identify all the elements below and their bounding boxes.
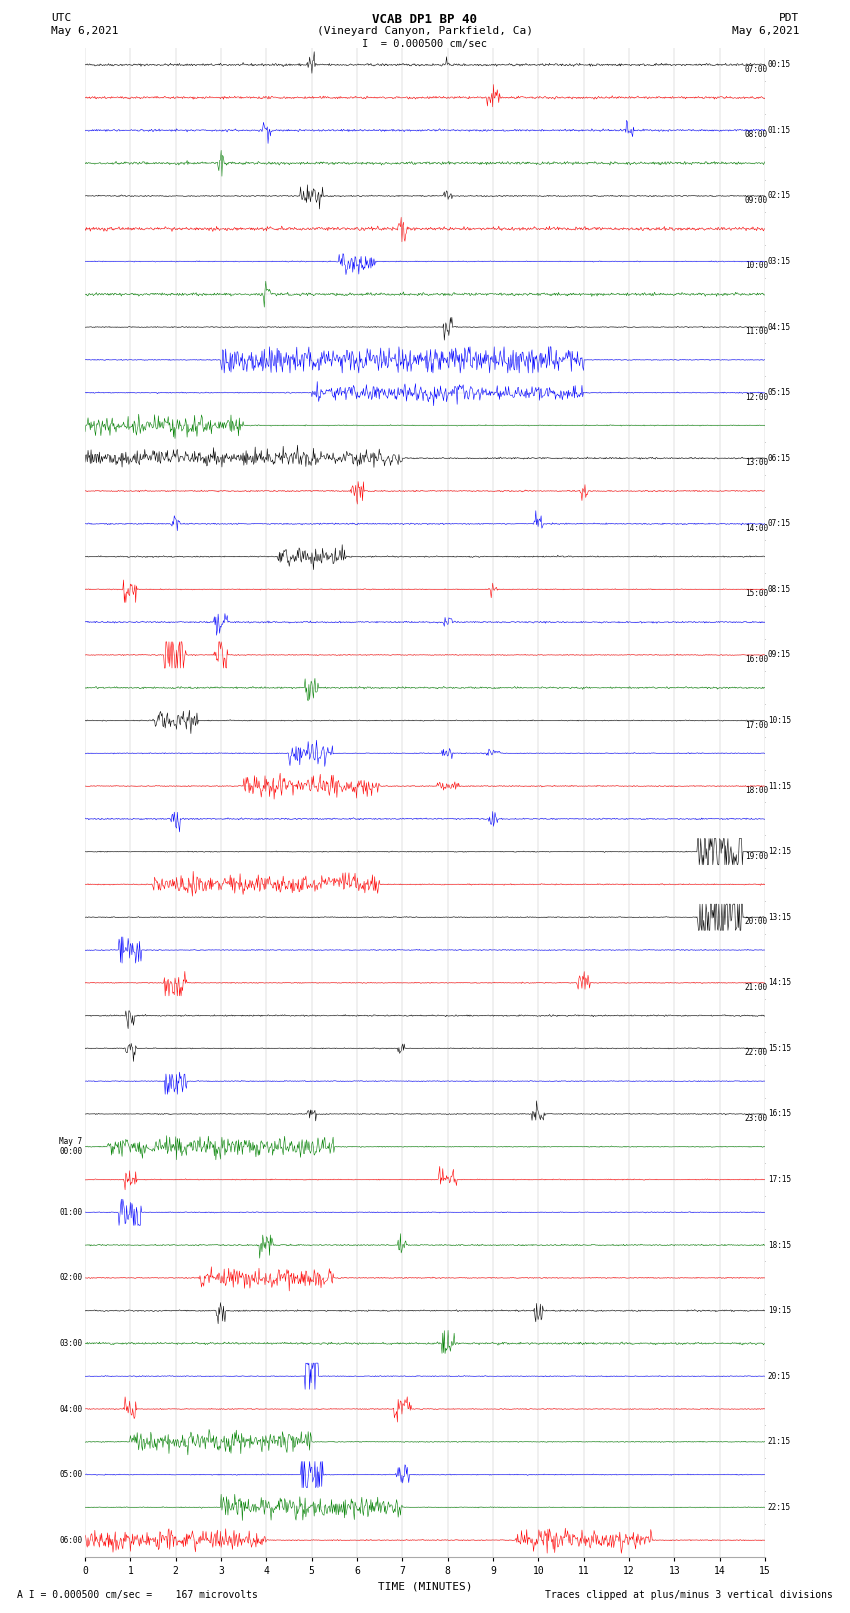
- Y-axis label: 09:00: 09:00: [745, 195, 768, 205]
- Y-axis label: 06:00: 06:00: [60, 1536, 82, 1545]
- Y-axis label: 03:15: 03:15: [768, 256, 791, 266]
- Y-axis label: 18:15: 18:15: [768, 1240, 791, 1250]
- Text: PDT: PDT: [779, 13, 799, 23]
- Y-axis label: 05:15: 05:15: [768, 389, 791, 397]
- Y-axis label: 19:00: 19:00: [745, 852, 768, 861]
- Y-axis label: 21:00: 21:00: [745, 982, 768, 992]
- Y-axis label: 16:00: 16:00: [745, 655, 768, 665]
- Y-axis label: 10:00: 10:00: [745, 261, 768, 271]
- Y-axis label: 17:00: 17:00: [745, 721, 768, 729]
- Text: I  = 0.000500 cm/sec: I = 0.000500 cm/sec: [362, 39, 488, 48]
- Y-axis label: 20:00: 20:00: [745, 918, 768, 926]
- Y-axis label: 13:00: 13:00: [745, 458, 768, 468]
- Y-axis label: 09:15: 09:15: [768, 650, 791, 660]
- Y-axis label: 02:15: 02:15: [768, 192, 791, 200]
- Text: May 6,2021: May 6,2021: [51, 26, 118, 35]
- Text: Traces clipped at plus/minus 3 vertical divisions: Traces clipped at plus/minus 3 vertical …: [545, 1590, 833, 1600]
- Y-axis label: 16:15: 16:15: [768, 1110, 791, 1118]
- X-axis label: TIME (MINUTES): TIME (MINUTES): [377, 1581, 473, 1590]
- Y-axis label: 10:15: 10:15: [768, 716, 791, 724]
- Y-axis label: 22:15: 22:15: [768, 1503, 791, 1511]
- Y-axis label: 15:15: 15:15: [768, 1044, 791, 1053]
- Y-axis label: 19:15: 19:15: [768, 1307, 791, 1315]
- Y-axis label: 01:00: 01:00: [60, 1208, 82, 1216]
- Y-axis label: 12:00: 12:00: [745, 392, 768, 402]
- Y-axis label: 14:15: 14:15: [768, 979, 791, 987]
- Y-axis label: 21:15: 21:15: [768, 1437, 791, 1447]
- Y-axis label: 18:00: 18:00: [745, 786, 768, 795]
- Y-axis label: 08:15: 08:15: [768, 586, 791, 594]
- Y-axis label: 04:15: 04:15: [768, 323, 791, 332]
- Y-axis label: 15:00: 15:00: [745, 589, 768, 598]
- Y-axis label: 07:00: 07:00: [745, 65, 768, 74]
- Y-axis label: 06:15: 06:15: [768, 453, 791, 463]
- Text: UTC: UTC: [51, 13, 71, 23]
- Y-axis label: 14:00: 14:00: [745, 524, 768, 532]
- Y-axis label: 08:00: 08:00: [745, 131, 768, 139]
- Y-axis label: 01:15: 01:15: [768, 126, 791, 135]
- Y-axis label: 05:00: 05:00: [60, 1469, 82, 1479]
- Text: A I = 0.000500 cm/sec =    167 microvolts: A I = 0.000500 cm/sec = 167 microvolts: [17, 1590, 258, 1600]
- Y-axis label: 11:15: 11:15: [768, 782, 791, 790]
- Y-axis label: 00:15: 00:15: [768, 60, 791, 69]
- Y-axis label: 07:15: 07:15: [768, 519, 791, 529]
- Y-axis label: 02:00: 02:00: [60, 1273, 82, 1282]
- Y-axis label: May 7
00:00: May 7 00:00: [60, 1137, 82, 1157]
- Y-axis label: 17:15: 17:15: [768, 1174, 791, 1184]
- Text: (Vineyard Canyon, Parkfield, Ca): (Vineyard Canyon, Parkfield, Ca): [317, 26, 533, 35]
- Y-axis label: 23:00: 23:00: [745, 1115, 768, 1123]
- Text: VCAB DP1 BP 40: VCAB DP1 BP 40: [372, 13, 478, 26]
- Y-axis label: 12:15: 12:15: [768, 847, 791, 857]
- Y-axis label: 20:15: 20:15: [768, 1371, 791, 1381]
- Y-axis label: 22:00: 22:00: [745, 1048, 768, 1058]
- Y-axis label: 03:00: 03:00: [60, 1339, 82, 1348]
- Y-axis label: 13:15: 13:15: [768, 913, 791, 921]
- Y-axis label: 11:00: 11:00: [745, 327, 768, 336]
- Text: May 6,2021: May 6,2021: [732, 26, 799, 35]
- Y-axis label: 04:00: 04:00: [60, 1405, 82, 1413]
